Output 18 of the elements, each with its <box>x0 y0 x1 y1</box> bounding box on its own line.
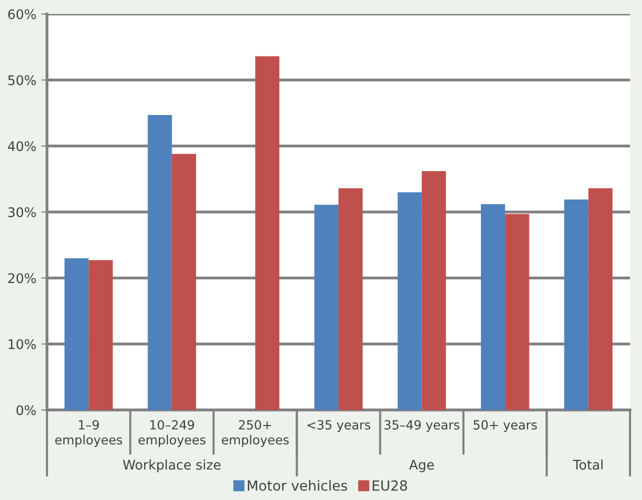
legend-label: EU28 <box>372 480 408 491</box>
text: Total <box>572 460 603 470</box>
text: Age <box>409 460 434 472</box>
y-tick-label: 10% <box>8 339 36 350</box>
x-tick-label: 50+ years <box>474 420 537 432</box>
y-tick-label: 30% <box>8 207 36 218</box>
x-tick-label: 35–49 years <box>384 420 460 432</box>
legend-label: Motor vehicles <box>248 480 348 491</box>
y-tick-label: 50% <box>8 75 36 86</box>
text: Workplace size <box>123 460 221 472</box>
y-tick-label: 20% <box>8 273 36 284</box>
x-tick-label: 1–9 employees <box>55 420 122 447</box>
y-tick-label: 0% <box>16 405 36 416</box>
y-tick-label: 60% <box>8 9 36 20</box>
x-tick-label: 10–249 employees <box>138 420 206 447</box>
x-tick-label: 250+ employees <box>222 420 289 447</box>
y-tick-label: 40% <box>8 141 36 152</box>
x-tick-label: <35 years <box>307 420 370 432</box>
